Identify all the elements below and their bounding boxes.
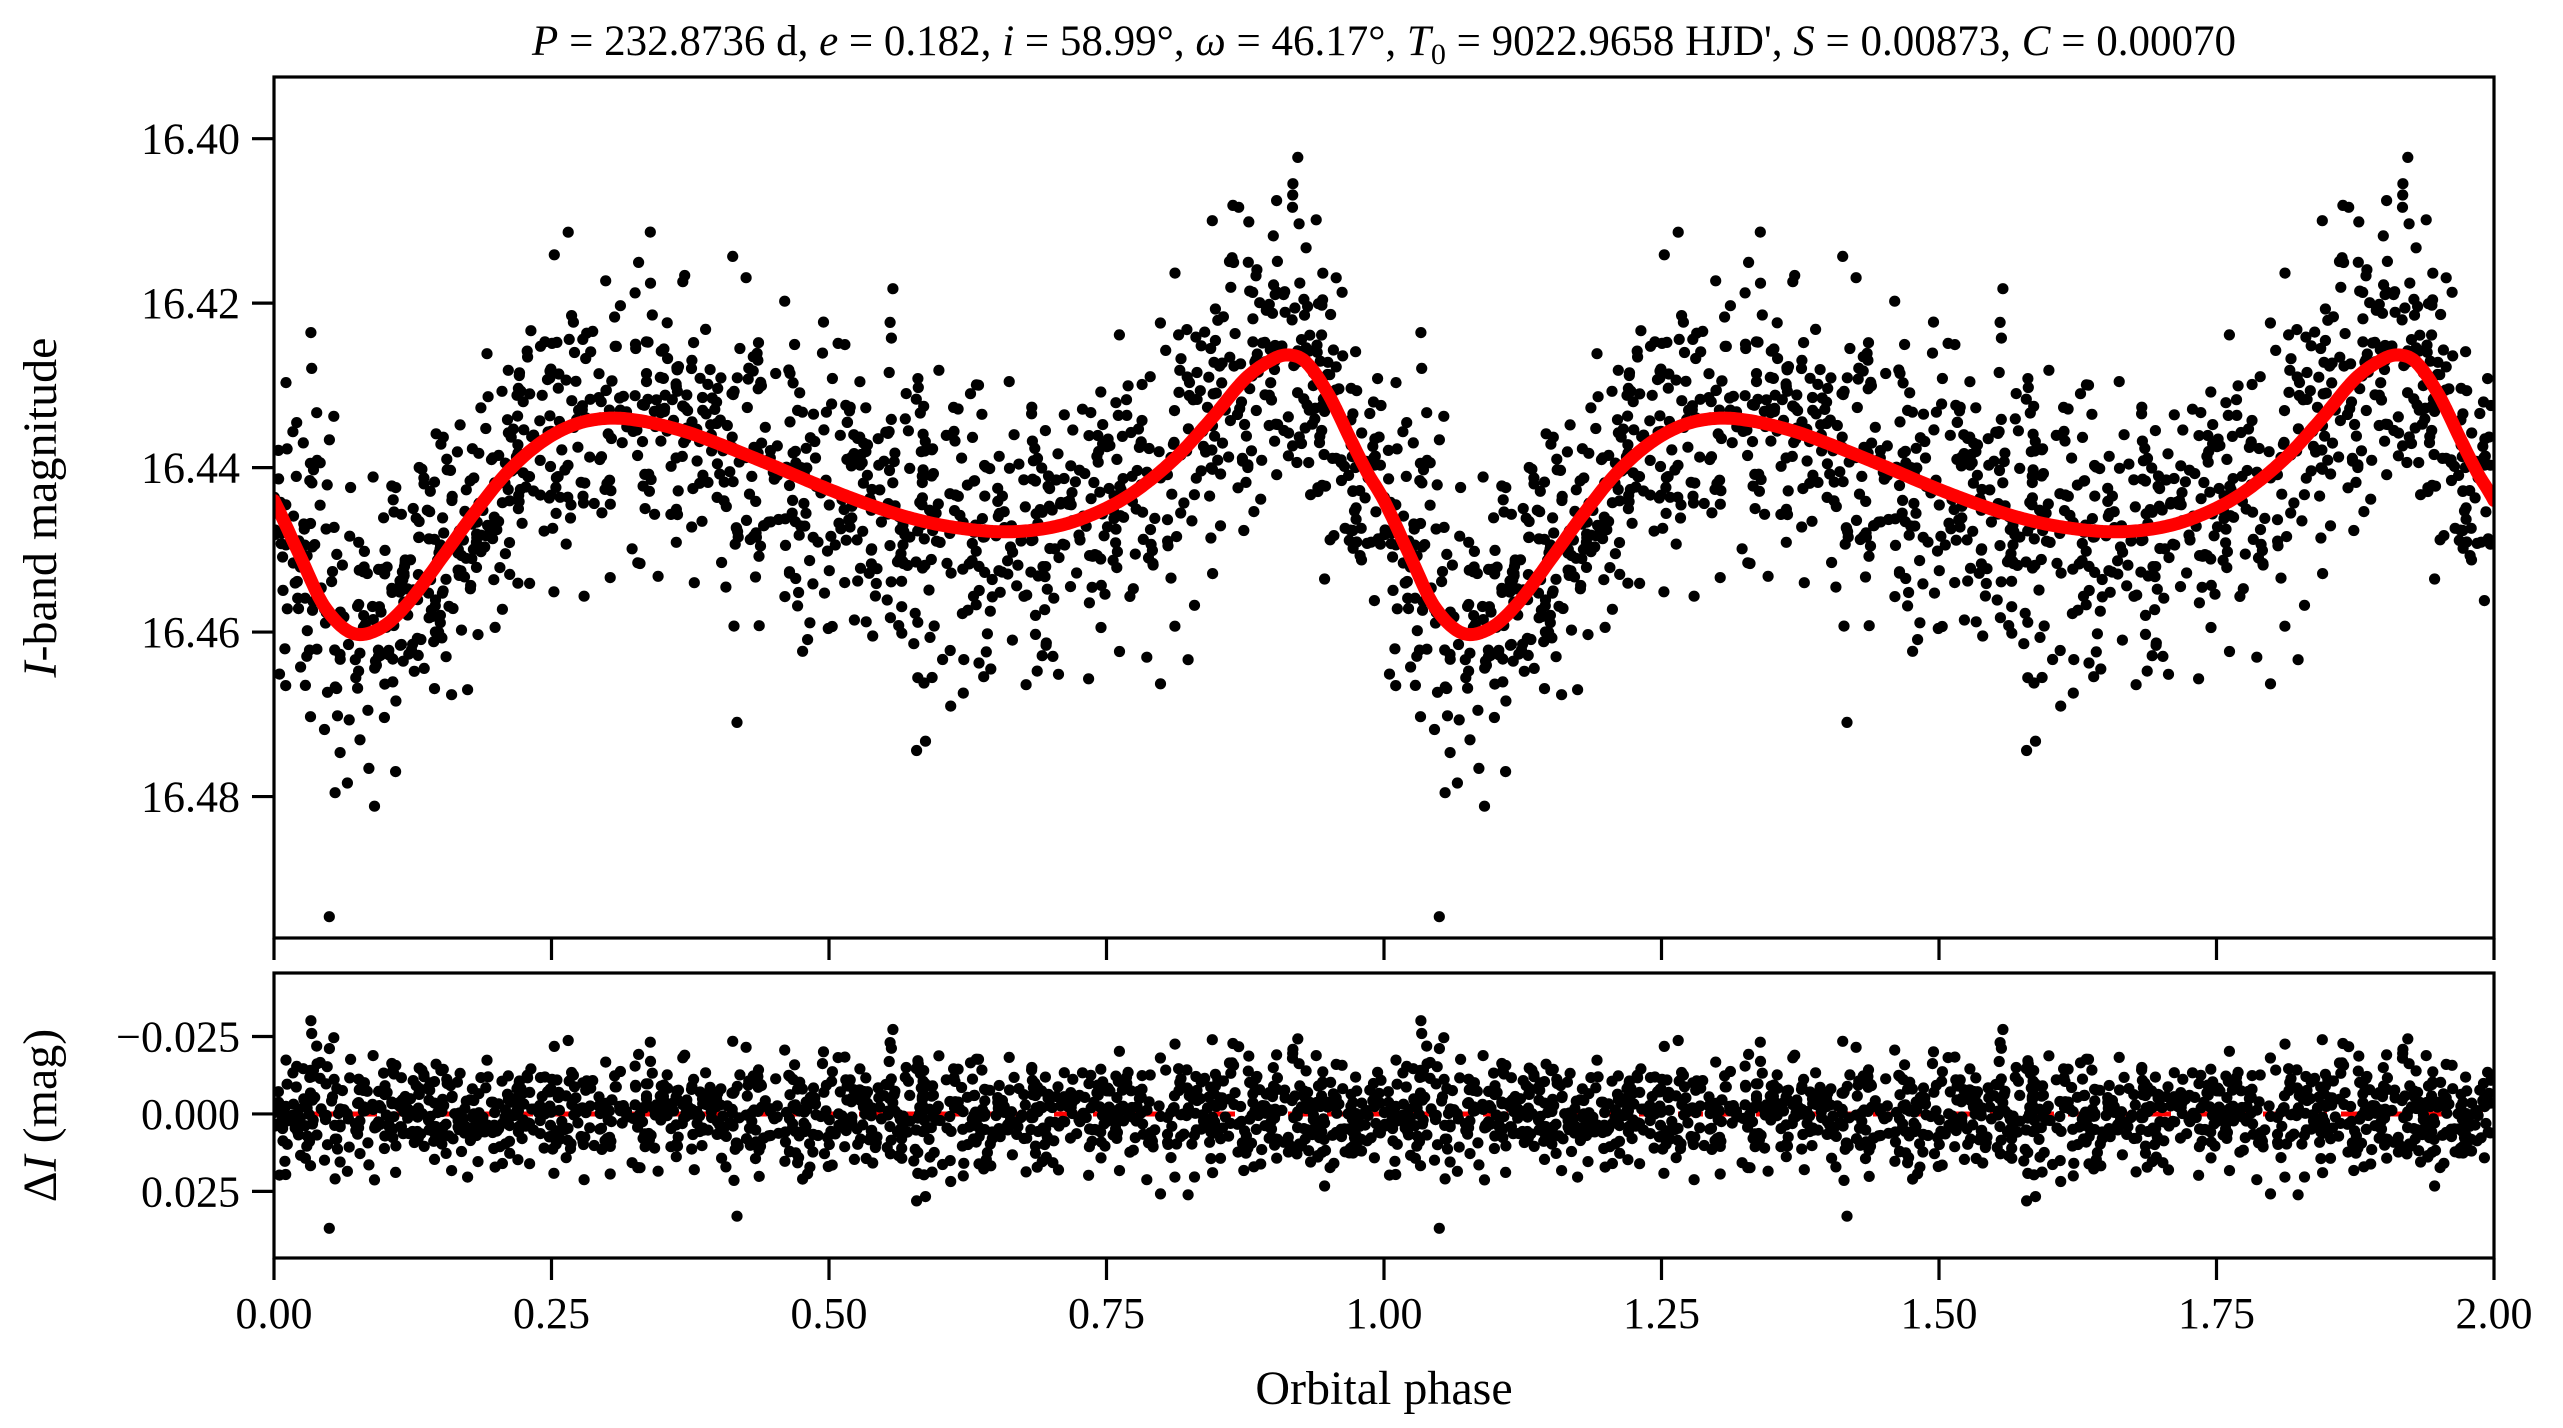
x-tick-label: 1.25 [1623, 1289, 1700, 1338]
x-tick-label: 1.75 [2178, 1289, 2255, 1338]
x-tick-label: 0.00 [236, 1289, 313, 1338]
y-axis-label-residual: ΔI (mag) [14, 1029, 67, 1202]
x-tick-label: 1.50 [1901, 1289, 1978, 1338]
x-tick-label: 0.25 [513, 1289, 590, 1338]
x-tick-label: 1.00 [1346, 1289, 1423, 1338]
y-axis-label-magnitude: I-band magnitude [14, 338, 67, 679]
x-tick-label: 0.50 [791, 1289, 868, 1338]
x-tick-label: 0.75 [1068, 1289, 1145, 1338]
y-tick-label-magnitude: 16.42 [141, 279, 240, 328]
y-tick-label-magnitude: 16.46 [141, 608, 240, 657]
x-tick-label: 2.00 [2456, 1289, 2533, 1338]
plot-title: P = 232.8736 d, e = 0.182, i = 58.99°, ω… [531, 18, 2236, 71]
model-curve [274, 348, 2494, 642]
y-tick-label-magnitude: 16.40 [141, 115, 240, 164]
x-axis-label: Orbital phase [1255, 1362, 1512, 1415]
y-tick-label-residual: −0.025 [116, 1013, 240, 1062]
axis-labels: P = 232.8736 d, e = 0.182, i = 58.99°, ω… [14, 18, 2236, 1415]
y-tick-label-magnitude: 16.48 [141, 773, 240, 822]
y-tick-label-magnitude: 16.44 [141, 444, 240, 493]
magnitude-scatter-points [274, 151, 2494, 923]
y-tick-label-residual: 0.000 [141, 1090, 240, 1139]
residual-scatter-points [274, 1015, 2494, 1234]
axes: 0.00 0.25 0.50 0.75 1.00 1.25 1.50 1.75 2.00 16.4… [116, 75, 2533, 1338]
y-tick-label-residual: 0.025 [141, 1167, 240, 1216]
